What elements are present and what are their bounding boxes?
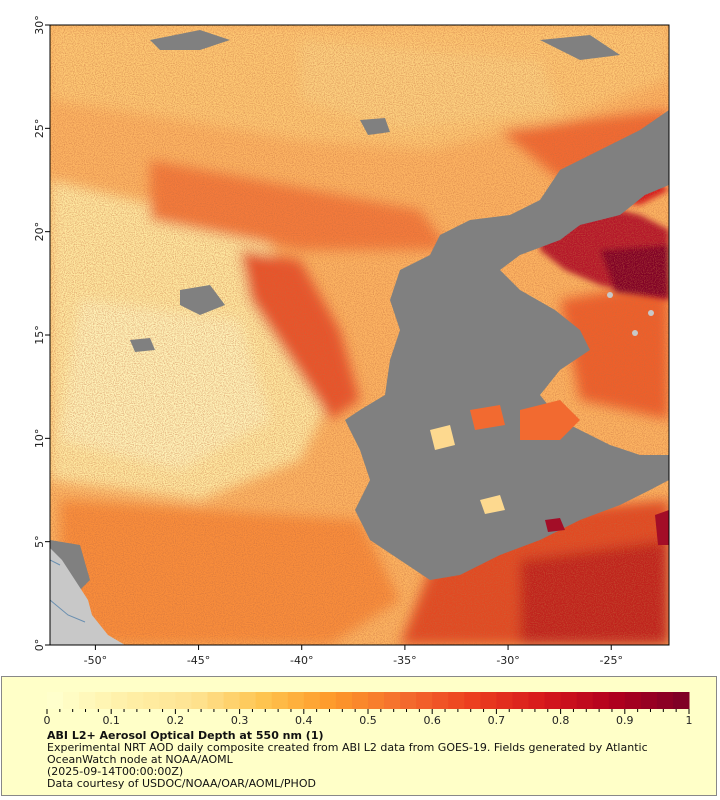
colorbar-cell [368,692,385,709]
colorbar-cell [223,692,241,709]
y-tick-label: 0° [33,639,46,652]
x-axis: -50° -45° -40° -35° -30° -25° [84,645,623,667]
colorbar-cell [416,692,433,709]
colorbar-cell [143,692,160,709]
caption: ABI L2+ Aerosol Optical Depth at 550 nm … [47,730,687,790]
colorbar-cell [255,692,273,709]
colorbar-tick-label: 0.9 [616,714,634,727]
colorbar-cell [544,692,562,709]
colorbar-cell [191,692,208,709]
colorbar-tick-label: 0.7 [488,714,506,727]
colorbar-cell [432,692,449,709]
colorbar-cell [159,692,176,709]
colorbar-tick-label: 0.2 [167,714,185,727]
x-tick-label: -25° [599,654,622,667]
x-tick-label: -45° [187,654,210,667]
colorbar-cell [656,692,674,709]
colorbar-cell [528,692,546,709]
colorbar-cell [271,692,289,709]
caption-credit: Data courtesy of USDOC/NOAA/OAR/AOML/PHO… [47,777,316,790]
colorbar-ticks: 0 0.1 0.2 0.3 0.4 0.5 0.6 0.7 0.8 0.9 1 [44,709,693,727]
colorbar-cell [63,692,80,709]
colorbar-cell [400,692,417,709]
colorbar-cell [464,692,481,709]
land-mass [50,548,125,645]
x-tick-label: -50° [84,654,107,667]
colorbar-cell [624,692,642,709]
colorbar-cell [480,692,497,709]
colorbar-tick-label: 0 [44,714,51,727]
colorbar-cell [207,692,225,709]
colorbar-cell [79,692,96,709]
colorbar-cell [592,692,610,709]
colorbar-cell [448,692,465,709]
x-tick-label: -35° [393,654,416,667]
x-tick-label: -40° [290,654,313,667]
colorbar-cell [303,692,321,709]
colorbar-cell [127,692,144,709]
y-tick-label: 30° [33,15,46,35]
colorbar-cell [335,692,353,709]
colorbar-tick-label: 0.5 [359,714,377,727]
caption-description: Experimental NRT AOD daily composite cre… [47,741,648,766]
colorbar-tick-label: 0.1 [102,714,120,727]
colorbar-cell [239,692,257,709]
colorbar-cell [512,692,529,709]
y-tick-label: 25° [33,119,46,139]
no-data-region [50,30,669,600]
y-tick-label: 15° [33,325,46,345]
colorbar-cell [384,692,401,709]
y-axis: 0° 5° 10° 15° 20° 25° 30° [33,15,50,651]
y-tick-label: 20° [33,222,46,242]
caption-date: (2025-09-14T00:00:00Z) [47,765,184,778]
colorbar-tick-label: 1 [686,714,693,727]
aod-field [50,25,669,645]
colorbar-cell [672,692,690,709]
colorbar-tick-label: 0.3 [231,714,249,727]
colorbar-cell [640,692,658,709]
colorbar-cell [576,692,594,709]
colorbar-cell [175,692,192,709]
colorbar-cell [111,692,128,709]
colorbar-cells [47,692,690,709]
colorbar-cell [95,692,112,709]
colorbar-cell [319,692,337,709]
x-tick-label: -30° [496,654,519,667]
colorbar-tick-label: 0.8 [552,714,570,727]
y-tick-label: 10° [33,429,46,449]
caption-title: ABI L2+ Aerosol Optical Depth at 550 nm … [47,729,324,742]
colorbar-cell [351,692,369,709]
colorbar-tick-label: 0.4 [295,714,313,727]
colorbar-cell [560,692,578,709]
colorbar-cell [287,692,305,709]
y-tick-label: 5° [33,535,46,548]
aod-map: -50° -45° -40° -35° -30° -25° 0° 5° 10° 15° 20° 25… [33,15,670,667]
colorbar-cell [608,692,626,709]
colorbar-cell [47,692,64,709]
colorbar-tick-label: 0.6 [423,714,441,727]
colorbar-cell [496,692,513,709]
coast-line [50,599,86,623]
